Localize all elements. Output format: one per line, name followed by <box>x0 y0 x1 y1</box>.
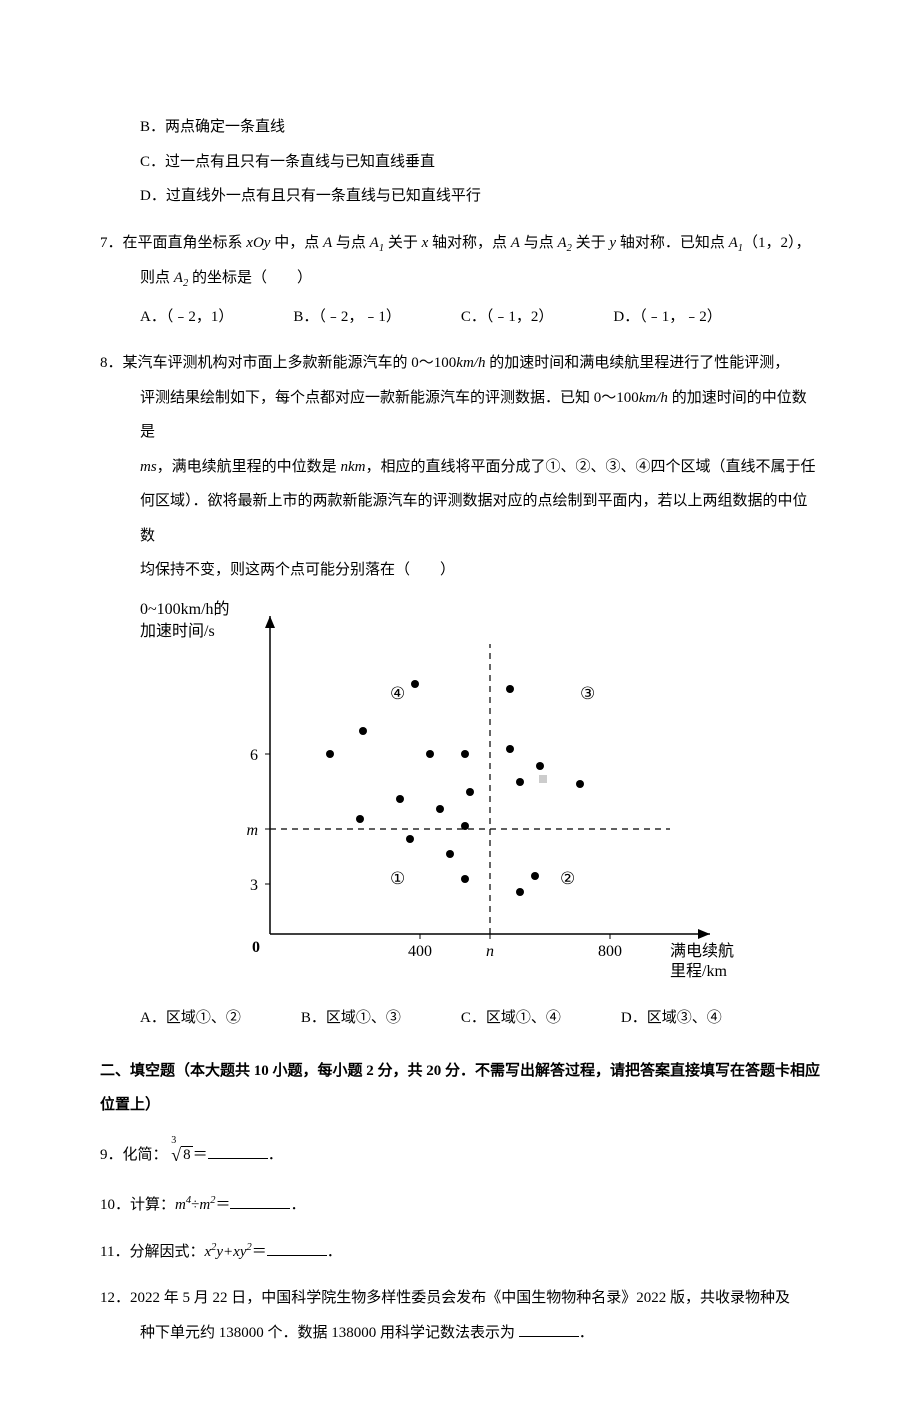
q8-nkm: nkm <box>340 459 365 475</box>
q6-option-c: C．过一点有且只有一条直线与已知直线垂直 <box>100 145 820 180</box>
q7-A2: A2 <box>557 235 571 251</box>
q8-kmh2: km/h <box>639 390 668 406</box>
svg-text:满电续航: 满电续航 <box>670 942 734 960</box>
question-10: 10．计算：m4÷m2＝． <box>100 1188 820 1223</box>
svg-text:3: 3 <box>250 877 258 894</box>
q8-ms: ms <box>140 459 157 475</box>
q11-number: 11． <box>100 1244 129 1260</box>
q10-number: 10． <box>100 1197 130 1213</box>
q11-tail: ． <box>327 1244 342 1260</box>
q7-stem-d: 关于 <box>384 235 422 251</box>
svg-text:③: ③ <box>580 684 595 703</box>
q8-option-c: C．区域①、④ <box>461 1001 561 1036</box>
q7-A2b: A2 <box>174 270 188 286</box>
question-8: 8．某汽车评测机构对市面上多款新能源汽车的 0～100km/h 的加速时间和满电… <box>100 346 820 588</box>
question-9: 9．化简： 3√8＝ ． <box>100 1135 820 1176</box>
q7-stem-c: 与点 <box>332 235 370 251</box>
q11-blank <box>267 1238 327 1256</box>
q7-option-d: D．（﹣1，﹣2） <box>613 300 721 335</box>
q8-l3b: ，相应的直线将平面分成了①、②、③、④四个区域（直线不属于任 <box>365 459 815 475</box>
q8-l1b: 的加速时间和满电续航里程进行了性能评测， <box>485 355 789 371</box>
q7-stem-f: 与点 <box>520 235 558 251</box>
q8-l5: 均保持不变，则这两个点可能分别落在（ ） <box>100 553 820 588</box>
q7-line2-a: 则点 <box>140 270 174 286</box>
q10-m2: m2 <box>199 1197 215 1213</box>
q9-tail: ． <box>268 1147 283 1163</box>
q10-eq: ＝ <box>215 1197 230 1213</box>
q12-l1: 2022 年 5 月 22 日，中国科学院生物多样性委员会发布《中国生物物种名录… <box>130 1290 790 1306</box>
svg-text:加速时间/s: 加速时间/s <box>140 622 215 640</box>
q8-l2: 评测结果绘制如下，每个点都对应一款新能源汽车的评测数据．已知 0～100 <box>140 390 639 406</box>
q7-A: A <box>323 235 332 251</box>
svg-text:里程/km: 里程/km <box>670 962 727 980</box>
question-12: 12．2022 年 5 月 22 日，中国科学院生物多样性委员会发布《中国生物物… <box>100 1281 820 1350</box>
q6-option-b: B．两点确定一条直线 <box>100 110 820 145</box>
q8-l1: 某汽车评测机构对市面上多款新能源汽车的 0～100 <box>123 355 457 371</box>
q9-eq: ＝ <box>193 1147 208 1163</box>
q12-l2a: 种下单元约 138000 个．数据 138000 用科学记数法表示为 <box>140 1325 519 1341</box>
q7-A1b: A1 <box>729 235 743 251</box>
q7-option-c: C．（﹣1，2） <box>461 300 554 335</box>
q7-xoy: xOy <box>246 235 270 251</box>
svg-text:②: ② <box>560 869 575 888</box>
q7-option-b: B．（﹣2，﹣1） <box>293 300 401 335</box>
svg-text:800: 800 <box>598 943 622 960</box>
q7-stem-e: 轴对称，点 <box>428 235 511 251</box>
question-11: 11．分解因式：x2y+xy2＝ ． <box>100 1235 820 1270</box>
q7-number: 7． <box>100 235 123 251</box>
q8-option-d: D．区域③、④ <box>621 1001 722 1036</box>
svg-text:0: 0 <box>252 939 260 956</box>
svg-text:6: 6 <box>250 747 258 764</box>
q12-blank <box>519 1319 579 1337</box>
q8-l4: 何区域）．欲将最新上市的两款新能源汽车的评测数据对应的点绘制到平面内，若以上两组… <box>100 484 820 553</box>
q7-stem-i: （1，2）， <box>743 235 811 251</box>
svg-text:0~100km/h的: 0~100km/h的 <box>140 600 230 618</box>
q8-l3a: ，满电续航里程的中位数是 <box>157 459 341 475</box>
q11-eq: ＝ <box>252 1244 267 1260</box>
scatter-chart: 0~100km/h的加速时间/s 满电续航里程/km 0 3 m 6 400 n 800 ④ ③ ① ② <box>100 594 820 998</box>
q10-m4: m4 <box>175 1197 191 1213</box>
q9-blank <box>208 1141 268 1159</box>
q9-a: 化简： <box>123 1147 168 1163</box>
q9-number: 9． <box>100 1147 123 1163</box>
svg-text:n: n <box>486 943 494 960</box>
q11-expr: x2y+xy2 <box>204 1244 251 1260</box>
q10-tail: ． <box>290 1197 305 1213</box>
chart-svg: 0~100km/h的加速时间/s 满电续航里程/km 0 3 m 6 400 n 800 ④ ③ ① ② <box>140 594 760 984</box>
section-2-heading: 二、填空题（本大题共 10 小题，每小题 2 分，共 20 分．不需写出解答过程… <box>100 1054 820 1123</box>
q8-option-a: A．区域①、② <box>140 1001 241 1036</box>
svg-text:④: ④ <box>390 684 405 703</box>
q7-stem-a: 在平面直角坐标系 <box>123 235 247 251</box>
q7-option-a: A．（﹣2，1） <box>140 300 233 335</box>
q7-A1: A1 <box>370 235 384 251</box>
q12-tail: ． <box>579 1325 594 1341</box>
q7-Ab: A <box>511 235 520 251</box>
svg-text:400: 400 <box>408 943 432 960</box>
document-page: B．两点确定一条直线 C．过一点有且只有一条直线与已知直线垂直 D．过直线外一点… <box>0 0 920 1410</box>
q12-number: 12． <box>100 1290 130 1306</box>
q10-blank <box>230 1192 290 1210</box>
question-7: 7．在平面直角坐标系 xOy 中，点 A 与点 A1 关于 x 轴对称，点 A … <box>100 226 820 335</box>
q8-options: A．区域①、② B．区域①、③ C．区域①、④ D．区域③、④ <box>100 1001 820 1036</box>
q7-options: A．（﹣2，1） B．（﹣2，﹣1） C．（﹣1，2） D．（﹣1，﹣2） <box>100 300 820 335</box>
q7-stem-b: 中，点 <box>270 235 323 251</box>
cube-root-icon: 3√8 <box>171 1135 192 1176</box>
q7-stem-g: 关于 <box>572 235 610 251</box>
q8-option-b: B．区域①、③ <box>301 1001 401 1036</box>
q10-a: 计算： <box>130 1197 175 1213</box>
q11-a: 分解因式： <box>129 1244 204 1260</box>
q8-number: 8． <box>100 355 123 371</box>
q8-kmh1: km/h <box>456 355 485 371</box>
q6-option-d: D．过直线外一点有且只有一条直线与已知直线平行 <box>100 179 820 214</box>
q7-line2-b: 的坐标是（ ） <box>188 270 312 286</box>
q7-stem-h: 轴对称．已知点 <box>616 235 729 251</box>
svg-text:m: m <box>246 822 258 839</box>
svg-text:①: ① <box>390 869 405 888</box>
